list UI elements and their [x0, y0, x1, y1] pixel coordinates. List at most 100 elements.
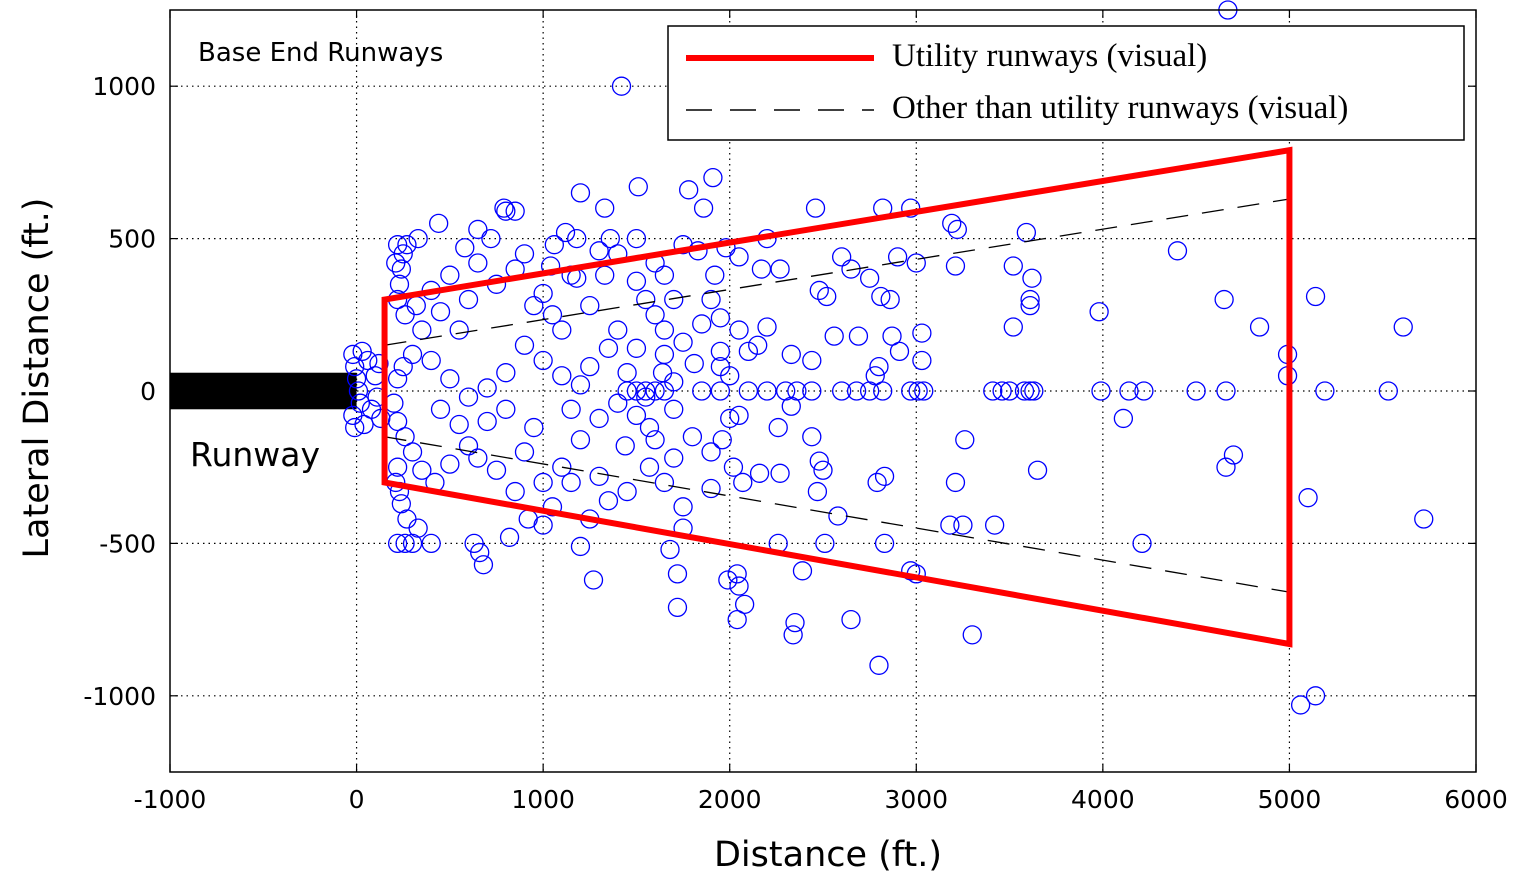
- data-point: [1378, 381, 1398, 401]
- data-point: [387, 369, 408, 389]
- data-point: [350, 393, 370, 413]
- data-point: [645, 430, 665, 450]
- x-tick-label: 6000: [1444, 785, 1508, 814]
- data-point: [874, 533, 895, 554]
- observation-points: [343, 0, 1434, 715]
- data-point: [1186, 381, 1206, 401]
- data-point: [712, 430, 732, 450]
- data-point: [654, 344, 675, 365]
- data-point: [984, 515, 1005, 535]
- data-point: [477, 378, 497, 398]
- data-point: [458, 289, 479, 310]
- data-point: [345, 356, 365, 377]
- data-point: [667, 564, 688, 584]
- data-point: [421, 350, 441, 371]
- zone-lines: [381, 146, 1293, 648]
- data-point: [544, 235, 564, 255]
- data-point: [703, 167, 723, 188]
- y-tick-label: 500: [108, 225, 156, 254]
- data-point: [408, 228, 428, 249]
- data-point: [626, 338, 647, 358]
- data-point: [369, 353, 389, 374]
- data-point: [682, 427, 703, 447]
- data-point: [1089, 302, 1109, 322]
- data-point: [1134, 381, 1154, 401]
- data-point: [345, 417, 365, 438]
- data-point: [783, 625, 803, 645]
- data-point: [992, 381, 1012, 401]
- data-point: [887, 247, 908, 267]
- data-point: [673, 235, 693, 255]
- data-point: [636, 289, 656, 310]
- data-point: [1024, 381, 1044, 401]
- data-point: [387, 533, 408, 554]
- data-point: [626, 381, 647, 401]
- data-point: [880, 289, 900, 310]
- data-point: [533, 283, 553, 304]
- data-point: [352, 341, 372, 362]
- data-point: [813, 460, 833, 480]
- data-point: [1305, 686, 1326, 706]
- data-point: [402, 344, 423, 365]
- data-point: [817, 286, 837, 307]
- data-point: [727, 564, 747, 584]
- data-point: [809, 280, 829, 301]
- data-point: [552, 320, 572, 340]
- data-point: [738, 381, 759, 401]
- data-point: [542, 497, 563, 517]
- data-point: [496, 201, 516, 221]
- data-point: [749, 463, 770, 483]
- data-point: [664, 289, 684, 310]
- data-point: [723, 457, 744, 477]
- data-point: [468, 219, 488, 240]
- data-point: [595, 198, 615, 218]
- data-point: [1119, 381, 1139, 401]
- data-point: [710, 341, 731, 362]
- data-point: [464, 533, 484, 554]
- data-point: [906, 253, 926, 273]
- data-point: [389, 274, 410, 294]
- data-point: [692, 314, 712, 334]
- data-point: [757, 317, 777, 337]
- data-point: [692, 381, 712, 401]
- legend-label-other: Other than utility runways (visual): [892, 90, 1348, 126]
- runway-group: [170, 372, 357, 410]
- data-point: [570, 430, 591, 450]
- data-point: [693, 198, 714, 218]
- data-point: [421, 533, 441, 554]
- data-point: [524, 296, 544, 316]
- data-point: [514, 442, 535, 462]
- data-point: [738, 341, 759, 362]
- data-point: [346, 369, 367, 389]
- data-point: [733, 472, 753, 493]
- data-point: [1020, 289, 1040, 310]
- data-point: [716, 238, 736, 258]
- data-point: [570, 375, 591, 395]
- data-point: [874, 466, 895, 486]
- data-point: [734, 594, 755, 615]
- data-point: [458, 387, 479, 407]
- data-point: [889, 341, 910, 362]
- data-point: [781, 396, 801, 416]
- data-point: [481, 228, 501, 249]
- data-point: [1298, 488, 1318, 508]
- data-point: [505, 201, 525, 221]
- data-point: [1315, 381, 1335, 401]
- data-point: [945, 256, 966, 276]
- data-point: [815, 533, 835, 554]
- data-point: [983, 381, 1003, 401]
- data-point: [729, 247, 749, 267]
- data-point: [589, 466, 609, 486]
- data-point: [430, 399, 451, 419]
- data-point: [805, 198, 826, 218]
- data-point: [673, 497, 693, 517]
- data-point: [748, 335, 768, 355]
- data-point: [608, 320, 628, 340]
- data-point: [386, 253, 406, 273]
- data-point: [440, 265, 460, 285]
- data-point: [729, 320, 749, 340]
- data-point: [626, 405, 647, 426]
- data-point: [486, 460, 507, 480]
- data-point: [869, 356, 889, 377]
- data-point: [802, 381, 822, 401]
